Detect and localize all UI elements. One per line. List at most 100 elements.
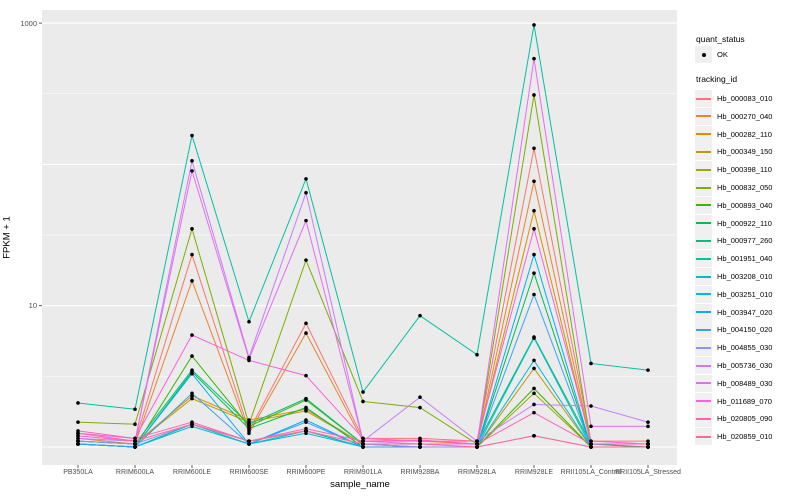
- legend-swatch: [695, 143, 712, 161]
- data-point: [304, 409, 308, 413]
- x-axis-title: sample_name: [330, 479, 390, 490]
- legend-label: Hb_000270_040: [717, 111, 773, 121]
- x-tick-label: RRIM928BA: [400, 469, 440, 476]
- data-point: [133, 442, 137, 446]
- data-point: [532, 358, 536, 363]
- data-point: [190, 133, 194, 138]
- x-tick-label: RRIM600LE: [172, 469, 212, 476]
- legend-line-icon: [696, 150, 711, 153]
- legend-swatch: [695, 125, 712, 143]
- data-point: [304, 396, 308, 401]
- data-point: [190, 371, 194, 376]
- legend-title-quant-status: quant_status: [696, 34, 745, 44]
- ok-point-icon: [701, 52, 706, 57]
- legend-swatch: [695, 196, 712, 214]
- data-point: [247, 422, 251, 426]
- data-point: [532, 366, 536, 371]
- data-point: [532, 386, 536, 391]
- legend-swatch: [695, 428, 712, 446]
- panel-background: [42, 10, 677, 465]
- legend-swatch: [695, 268, 712, 285]
- data-point: [361, 399, 365, 404]
- legend-label: Hb_000893_040: [717, 200, 773, 210]
- legend-line-icon: [696, 239, 711, 242]
- y-tick-label: 10: [28, 301, 37, 311]
- legend-swatch: [695, 303, 712, 321]
- data-point: [190, 227, 194, 231]
- legend-label: Hb_005736_030: [717, 361, 773, 370]
- data-point: [133, 436, 137, 441]
- data-point: [361, 442, 365, 446]
- legend-swatch: [695, 179, 712, 196]
- legend-swatch: [695, 392, 712, 410]
- legend-label: Hb_003208_010: [717, 272, 773, 281]
- data-point: [532, 227, 536, 231]
- data-point: [589, 445, 593, 449]
- data-point: [589, 404, 593, 408]
- data-point: [190, 422, 194, 426]
- data-point: [418, 313, 422, 318]
- data-point: [475, 352, 479, 357]
- data-point: [475, 439, 479, 443]
- x-tick-label: RRIM600PE: [286, 469, 326, 476]
- legend-label: Hb_004855_030: [717, 343, 773, 353]
- legend-label: Hb_003947_020: [717, 307, 773, 317]
- data-point: [76, 420, 80, 424]
- data-point: [76, 434, 80, 438]
- legend-line-icon: [696, 97, 711, 100]
- data-point: [418, 405, 422, 410]
- legend-line-icon: [696, 400, 711, 403]
- y-tick-label: 1000: [20, 18, 37, 28]
- data-point: [133, 445, 137, 449]
- legend-line-icon: [696, 328, 711, 331]
- legend-label: Hb_000349_150: [717, 147, 773, 157]
- data-point: [190, 354, 194, 358]
- x-tick-label: RRIM600SE: [229, 469, 269, 476]
- legend-label-ok: OK: [717, 50, 728, 59]
- data-point: [190, 333, 194, 337]
- legend-swatch: [695, 214, 712, 232]
- data-point: [532, 56, 536, 61]
- data-point: [304, 258, 308, 262]
- legend-swatch: [695, 339, 712, 357]
- x-tick-label: RRIM928LE: [514, 469, 554, 476]
- data-point: [475, 445, 479, 449]
- data-point: [76, 436, 80, 441]
- data-point: [247, 426, 251, 431]
- data-point: [304, 373, 308, 378]
- data-point: [304, 429, 308, 433]
- legend-line-icon: [696, 275, 711, 278]
- data-point: [589, 442, 593, 446]
- legend-line-icon: [696, 186, 711, 189]
- x-tick-label: RRIM901LA: [343, 469, 383, 476]
- data-point: [247, 431, 251, 436]
- legend-label: Hb_011689_070: [717, 396, 772, 406]
- legend-label: Hb_020859_010: [717, 432, 773, 442]
- data-point: [190, 391, 194, 396]
- legend-line-icon: [696, 133, 711, 136]
- data-point: [532, 179, 536, 184]
- data-point: [133, 439, 137, 443]
- data-point: [646, 442, 650, 446]
- legend-label: Hb_000832_050: [717, 183, 773, 192]
- legend-label: Hb_008489_030: [717, 378, 773, 388]
- legend-swatch: [695, 410, 712, 428]
- data-point: [646, 424, 650, 429]
- data-point: [76, 401, 80, 405]
- data-point: [589, 439, 593, 443]
- data-point: [418, 395, 422, 400]
- data-point: [532, 336, 536, 340]
- data-point: [589, 361, 593, 366]
- data-point: [532, 93, 536, 97]
- legend-swatch: [695, 285, 712, 303]
- data-point: [247, 319, 251, 324]
- legend-label: Hb_003251_010: [717, 289, 773, 299]
- legend-label: Hb_000977_260: [717, 236, 773, 246]
- data-point: [361, 436, 365, 441]
- legend-line-icon: [696, 417, 711, 420]
- data-point: [361, 439, 365, 443]
- data-point: [304, 218, 308, 223]
- legend-line-icon: [696, 435, 711, 438]
